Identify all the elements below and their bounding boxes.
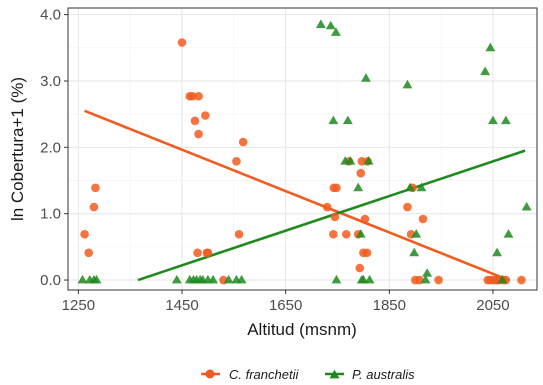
point-p-australis (361, 73, 371, 82)
point-p-australis (500, 115, 511, 125)
point-c-franchetii (332, 183, 341, 193)
point-c-franchetii (517, 275, 526, 285)
point-p-australis (416, 182, 427, 192)
point-c-franchetii (188, 91, 197, 101)
grid-minor (68, 8, 537, 290)
point-p-australis (497, 274, 508, 284)
trend-line-c-franchetii (84, 109, 509, 282)
y-tick-label: 2.0 (40, 139, 61, 156)
point-p-australis (503, 229, 514, 238)
point-c-franchetii (84, 248, 94, 258)
point-p-australis (402, 79, 413, 89)
point-c-franchetii (355, 263, 365, 273)
point-p-australis (363, 156, 374, 165)
x-tick-label: 1250 (62, 297, 95, 314)
point-p-australis (411, 229, 422, 238)
point-c-franchetii (330, 212, 340, 222)
point-p-australis (364, 274, 375, 284)
x-axis-title: Altitud (msnm) (247, 320, 357, 339)
point-p-australis (325, 20, 336, 30)
x-tick-label: 1650 (269, 297, 302, 314)
y-tick-label: 4.0 (40, 7, 61, 24)
point-c-franchetii (234, 229, 244, 239)
point-c-franchetii (232, 156, 241, 166)
point-c-franchetii (91, 183, 100, 193)
point-p-australis (342, 115, 353, 125)
point-c-franchetii (356, 168, 366, 178)
point-p-australis (409, 247, 420, 257)
point-p-australis (358, 274, 369, 284)
point-c-franchetii (201, 111, 210, 120)
legend-marker-c-franchetii (205, 369, 215, 379)
point-c-franchetii (193, 248, 202, 258)
point-c-franchetii (194, 91, 203, 101)
grid-major (68, 8, 537, 290)
legend: C. franchetii P. australis (201, 367, 415, 382)
x-tick-label: 2050 (476, 297, 509, 314)
point-p-australis (521, 201, 532, 211)
point-c-franchetii (434, 275, 443, 285)
point-c-franchetii (80, 229, 89, 239)
point-p-australis (328, 115, 339, 125)
point-c-franchetii (202, 248, 212, 258)
point-c-franchetii (322, 202, 332, 212)
plot-panel-border (67, 7, 538, 291)
legend-marker-p-australis (329, 369, 340, 379)
point-p-australis (355, 229, 366, 238)
point-c-franchetii (329, 229, 338, 239)
point-p-australis (345, 156, 356, 165)
point-p-australis (91, 274, 102, 284)
point-p-australis (492, 247, 503, 257)
point-p-australis (208, 274, 219, 284)
legend-label-c-franchetii: C. franchetii (229, 367, 299, 382)
data-points (77, 19, 532, 285)
point-c-franchetii (418, 214, 428, 224)
y-axis-ticks: 0.0 1.0 2.0 3.0 4.0 (40, 7, 68, 289)
x-axis-ticks: 1250 1450 1650 1850 2050 (62, 290, 510, 314)
point-c-franchetii (190, 116, 200, 126)
y-tick-label: 1.0 (40, 206, 61, 223)
point-p-australis (420, 274, 431, 284)
point-c-franchetii (403, 202, 412, 212)
legend-label-p-australis: P. australis (352, 367, 415, 382)
y-tick-label: 0.0 (40, 272, 61, 289)
point-c-franchetii (194, 129, 203, 139)
point-c-franchetii (360, 214, 370, 224)
y-axis-title: ln Cobertura+1 (%) (8, 77, 27, 221)
point-p-australis (485, 42, 496, 52)
point-p-australis (488, 115, 498, 125)
point-c-franchetii (238, 137, 248, 147)
point-p-australis (405, 182, 415, 192)
point-p-australis (236, 274, 247, 284)
point-c-franchetii (341, 229, 351, 239)
y-tick-label: 3.0 (40, 73, 61, 90)
point-p-australis (422, 268, 433, 277)
point-p-australis (331, 274, 342, 284)
point-c-franchetii (177, 38, 187, 47)
point-p-australis (330, 27, 341, 36)
point-c-franchetii (89, 202, 99, 212)
point-c-franchetii (362, 248, 372, 258)
x-tick-label: 1450 (165, 297, 198, 314)
point-p-australis (77, 274, 88, 284)
plot-panel-background (68, 8, 537, 290)
point-p-australis (171, 274, 182, 284)
point-p-australis (353, 182, 364, 192)
point-p-australis (315, 19, 326, 28)
point-p-australis (223, 274, 234, 284)
point-p-australis (480, 66, 491, 76)
x-tick-label: 1850 (373, 297, 406, 314)
